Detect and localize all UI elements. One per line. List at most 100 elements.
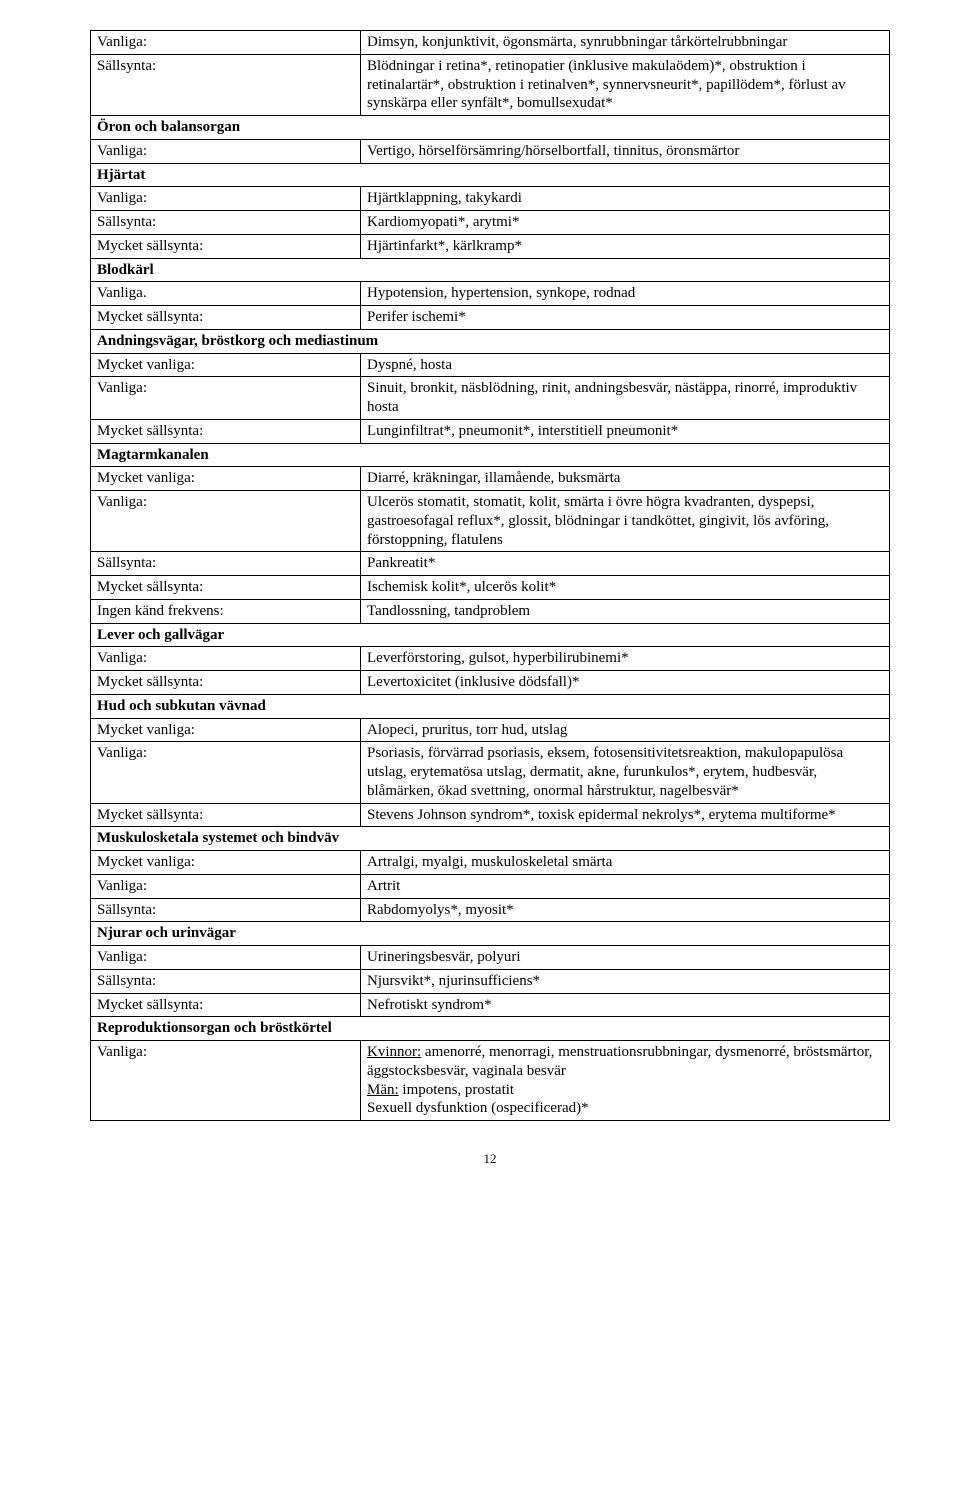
frequency-label: Mycket sällsynta: <box>91 803 361 827</box>
table-row: Vanliga:Vertigo, hörselförsämring/hörsel… <box>91 139 890 163</box>
table-row: Mycket vanliga:Alopeci, pruritus, torr h… <box>91 718 890 742</box>
adverse-events-cell: Perifer ischemi* <box>361 306 890 330</box>
adverse-events-cell: Blödningar i retina*, retinopatier (inkl… <box>361 54 890 115</box>
table-row: Andningsvägar, bröstkorg och mediastinum <box>91 329 890 353</box>
frequency-label: Vanliga: <box>91 1041 361 1121</box>
adverse-events-cell: Stevens Johnson syndrom*, toxisk epiderm… <box>361 803 890 827</box>
adverse-events-cell: Levertoxicitet (inklusive dödsfall)* <box>361 671 890 695</box>
adverse-events-cell: Kardiomyopati*, arytmi* <box>361 211 890 235</box>
section-header: Andningsvägar, bröstkorg och mediastinum <box>91 329 890 353</box>
frequency-label: Mycket vanliga: <box>91 851 361 875</box>
table-row: Vanliga:Artrit <box>91 874 890 898</box>
table-row: Öron och balansorgan <box>91 116 890 140</box>
adverse-events-cell: Tandlossning, tandproblem <box>361 599 890 623</box>
frequency-label: Mycket vanliga: <box>91 353 361 377</box>
adverse-events-cell: Lunginfiltrat*, pneumonit*, interstitiel… <box>361 419 890 443</box>
section-header: Öron och balansorgan <box>91 116 890 140</box>
adverse-events-cell: Kvinnor: amenorré, menorragi, menstruati… <box>361 1041 890 1121</box>
table-row: Mycket sällsynta:Lunginfiltrat*, pneumon… <box>91 419 890 443</box>
page-number: 12 <box>90 1151 890 1167</box>
section-header: Reproduktionsorgan och bröstkörtel <box>91 1017 890 1041</box>
frequency-label: Ingen känd frekvens: <box>91 599 361 623</box>
table-row: Vanliga:Sinuit, bronkit, näsblödning, ri… <box>91 377 890 420</box>
adverse-events-cell: Diarré, kräkningar, illamående, buksmärt… <box>361 467 890 491</box>
repro-man-value: impotens, prostatit <box>399 1082 514 1098</box>
adverse-events-cell: Alopeci, pruritus, torr hud, utslag <box>361 718 890 742</box>
adverse-events-cell: Urineringsbesvär, polyuri <box>361 946 890 970</box>
table-row: Vanliga:Ulcerös stomatit, stomatit, koli… <box>91 491 890 552</box>
adverse-events-table: Vanliga:Dimsyn, konjunktivit, ögonsmärta… <box>90 30 890 1121</box>
section-header: Hjärtat <box>91 163 890 187</box>
section-header: Njurar och urinvägar <box>91 922 890 946</box>
frequency-label: Vanliga: <box>91 874 361 898</box>
frequency-label: Sällsynta: <box>91 552 361 576</box>
frequency-label: Mycket sällsynta: <box>91 234 361 258</box>
table-row: Mycket vanliga:Artralgi, myalgi, muskulo… <box>91 851 890 875</box>
frequency-label: Vanliga: <box>91 139 361 163</box>
adverse-events-cell: Njursvikt*, njurinsufficiens* <box>361 969 890 993</box>
adverse-events-cell: Ulcerös stomatit, stomatit, kolit, smärt… <box>361 491 890 552</box>
repro-kvinnor-value: amenorré, menorragi, menstruationsrubbni… <box>367 1044 872 1079</box>
frequency-label: Sällsynta: <box>91 54 361 115</box>
adverse-events-cell: Dimsyn, konjunktivit, ögonsmärta, synrub… <box>361 31 890 55</box>
frequency-label: Mycket vanliga: <box>91 718 361 742</box>
frequency-label: Mycket sällsynta: <box>91 306 361 330</box>
frequency-label: Sällsynta: <box>91 898 361 922</box>
repro-kvinnor-label: Kvinnor: <box>367 1044 421 1060</box>
adverse-events-cell: Hjärtinfarkt*, kärlkramp* <box>361 234 890 258</box>
frequency-label: Vanliga: <box>91 377 361 420</box>
adverse-events-cell: Sinuit, bronkit, näsblödning, rinit, and… <box>361 377 890 420</box>
frequency-label: Vanliga. <box>91 282 361 306</box>
frequency-label: Vanliga: <box>91 946 361 970</box>
repro-man-label: Män: <box>367 1082 399 1098</box>
adverse-events-cell: Hjärtklappning, takykardi <box>361 187 890 211</box>
table-row: Vanliga:Psoriasis, förvärrad psoriasis, … <box>91 742 890 803</box>
adverse-events-cell: Hypotension, hypertension, synkope, rodn… <box>361 282 890 306</box>
adverse-events-cell: Nefrotiskt syndrom* <box>361 993 890 1017</box>
table-row: Mycket vanliga:Diarré, kräkningar, illam… <box>91 467 890 491</box>
frequency-label: Sällsynta: <box>91 211 361 235</box>
table-row: Blodkärl <box>91 258 890 282</box>
frequency-label: Vanliga: <box>91 31 361 55</box>
adverse-events-cell: Psoriasis, förvärrad psoriasis, eksem, f… <box>361 742 890 803</box>
adverse-events-cell: Artralgi, myalgi, muskuloskeletal smärta <box>361 851 890 875</box>
adverse-events-cell: Vertigo, hörselförsämring/hörselbortfall… <box>361 139 890 163</box>
adverse-events-cell: Rabdomyolys*, myosit* <box>361 898 890 922</box>
section-header: Lever och gallvägar <box>91 623 890 647</box>
table-row: Njurar och urinvägar <box>91 922 890 946</box>
table-row: Sällsynta:Njursvikt*, njurinsufficiens* <box>91 969 890 993</box>
table-row: Mycket sällsynta:Hjärtinfarkt*, kärlkram… <box>91 234 890 258</box>
repro-line3: Sexuell dysfunktion (ospecificerad)* <box>367 1100 589 1116</box>
section-header: Blodkärl <box>91 258 890 282</box>
frequency-label: Mycket sällsynta: <box>91 419 361 443</box>
table-row: Hud och subkutan vävnad <box>91 694 890 718</box>
page: Vanliga:Dimsyn, konjunktivit, ögonsmärta… <box>0 0 960 1498</box>
table-row: Mycket sällsynta:Perifer ischemi* <box>91 306 890 330</box>
frequency-label: Sällsynta: <box>91 969 361 993</box>
table-row: Hjärtat <box>91 163 890 187</box>
table-row: Mycket sällsynta:Nefrotiskt syndrom* <box>91 993 890 1017</box>
frequency-label: Mycket sällsynta: <box>91 576 361 600</box>
table-row: Lever och gallvägar <box>91 623 890 647</box>
adverse-events-cell: Pankreatit* <box>361 552 890 576</box>
adverse-events-cell: Ischemisk kolit*, ulcerös kolit* <box>361 576 890 600</box>
table-row: Vanliga:Kvinnor: amenorré, menorragi, me… <box>91 1041 890 1121</box>
table-row: Vanliga.Hypotension, hypertension, synko… <box>91 282 890 306</box>
frequency-label: Mycket sällsynta: <box>91 993 361 1017</box>
table-row: Magtarmkanalen <box>91 443 890 467</box>
frequency-label: Vanliga: <box>91 187 361 211</box>
table-row: Vanliga:Leverförstoring, gulsot, hyperbi… <box>91 647 890 671</box>
table-row: Sällsynta:Pankreatit* <box>91 552 890 576</box>
table-row: Sällsynta:Blödningar i retina*, retinopa… <box>91 54 890 115</box>
table-row: Mycket vanliga:Dyspné, hosta <box>91 353 890 377</box>
table-row: Mycket sällsynta:Levertoxicitet (inklusi… <box>91 671 890 695</box>
adverse-events-cell: Artrit <box>361 874 890 898</box>
table-row: Mycket sällsynta:Ischemisk kolit*, ulcer… <box>91 576 890 600</box>
table-row: Ingen känd frekvens:Tandlossning, tandpr… <box>91 599 890 623</box>
table-row: Vanliga:Urineringsbesvär, polyuri <box>91 946 890 970</box>
table-row: Mycket sällsynta:Stevens Johnson syndrom… <box>91 803 890 827</box>
table-row: Sällsynta:Kardiomyopati*, arytmi* <box>91 211 890 235</box>
section-header: Hud och subkutan vävnad <box>91 694 890 718</box>
adverse-events-cell: Dyspné, hosta <box>361 353 890 377</box>
table-row: Reproduktionsorgan och bröstkörtel <box>91 1017 890 1041</box>
